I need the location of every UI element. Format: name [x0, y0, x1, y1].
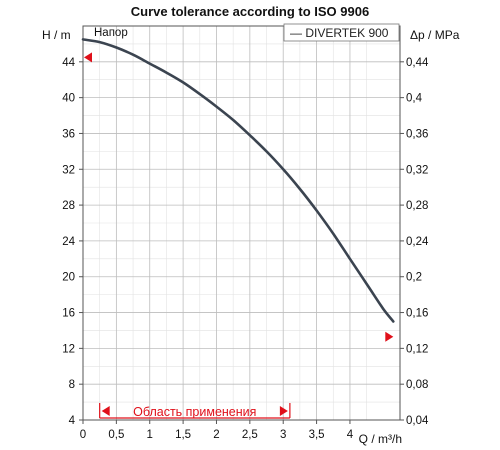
- y-left-tick-label: 40: [62, 93, 75, 105]
- legend-entry-divertek: — DIVERTEK 900: [290, 26, 389, 40]
- y-left-ticks: 4 8 12 16 20 24 28 32 36 40 44: [62, 57, 83, 427]
- series-label-napor: Напор: [94, 27, 128, 39]
- y-left-axis-label: H / m: [42, 28, 71, 42]
- y-right-tick-label: 0,12: [406, 343, 428, 355]
- plot-frame: [82, 25, 401, 421]
- y-right-tick-label: 0,28: [406, 200, 428, 212]
- x-tick-label: 1,5: [175, 429, 191, 441]
- y-right-tick-label: 0,04: [406, 415, 429, 427]
- x-tick-label: 0,5: [108, 429, 124, 441]
- y-left-tick-label: 8: [69, 379, 75, 391]
- right-red-marker: [385, 331, 394, 342]
- y-left-tick-label: 4: [69, 415, 76, 427]
- application-range-left-arrow: [101, 406, 110, 416]
- y-right-tick-label: 0,08: [406, 379, 428, 391]
- y-left-tick-label: 32: [62, 164, 75, 176]
- y-left-tick-label: 24: [62, 236, 75, 248]
- x-ticks: 0 0,5 1 1,5 2 2,5 3 3,5 4: [80, 420, 354, 441]
- application-range-right-arrow: [279, 406, 288, 416]
- application-range-label: Область применения: [133, 405, 256, 419]
- y-right-tick-label: 0,24: [406, 236, 429, 248]
- x-tick-label: 1: [147, 429, 153, 441]
- y-right-tick-label: 0,32: [406, 164, 428, 176]
- y-right-axis-label: Δp / MPa: [410, 28, 460, 42]
- y-right-tick-label: 0,44: [406, 57, 429, 69]
- legend-box: [283, 23, 400, 42]
- x-tick-label: 3,5: [309, 429, 325, 441]
- x-tick-label: 2,5: [242, 429, 258, 441]
- x-tick-label: 2: [213, 429, 219, 441]
- x-axis-label: Q / m³/h: [359, 432, 402, 446]
- y-left-tick-label: 36: [62, 128, 75, 140]
- application-range: Область применения: [99, 403, 291, 419]
- left-red-marker: [84, 52, 92, 63]
- y-left-tick-label: 44: [62, 57, 75, 69]
- y-right-tick-label: 0,36: [406, 128, 428, 140]
- chart-title: Curve tolerance according to ISO 9906: [131, 4, 369, 19]
- y-left-tick-label: 12: [62, 343, 75, 355]
- y-right-tick-label: 0,4: [406, 93, 423, 105]
- y-left-tick-label: 20: [62, 272, 75, 284]
- x-tick-label: 4: [347, 429, 354, 441]
- y-right-ticks: 0,04 0,08 0,12 0,16 0,2 0,24 0,28 0,32 0,36 0,4 0,…: [400, 57, 429, 427]
- y-left-tick-label: 28: [62, 200, 75, 212]
- x-tick-label: 0: [80, 429, 86, 441]
- series-line-head: [81, 38, 395, 323]
- x-tick-label: 3: [280, 429, 286, 441]
- y-right-tick-label: 0,16: [406, 308, 428, 320]
- grid: [82, 26, 400, 421]
- y-left-tick-label: 16: [62, 308, 75, 320]
- y-right-tick-label: 0,2: [406, 272, 422, 284]
